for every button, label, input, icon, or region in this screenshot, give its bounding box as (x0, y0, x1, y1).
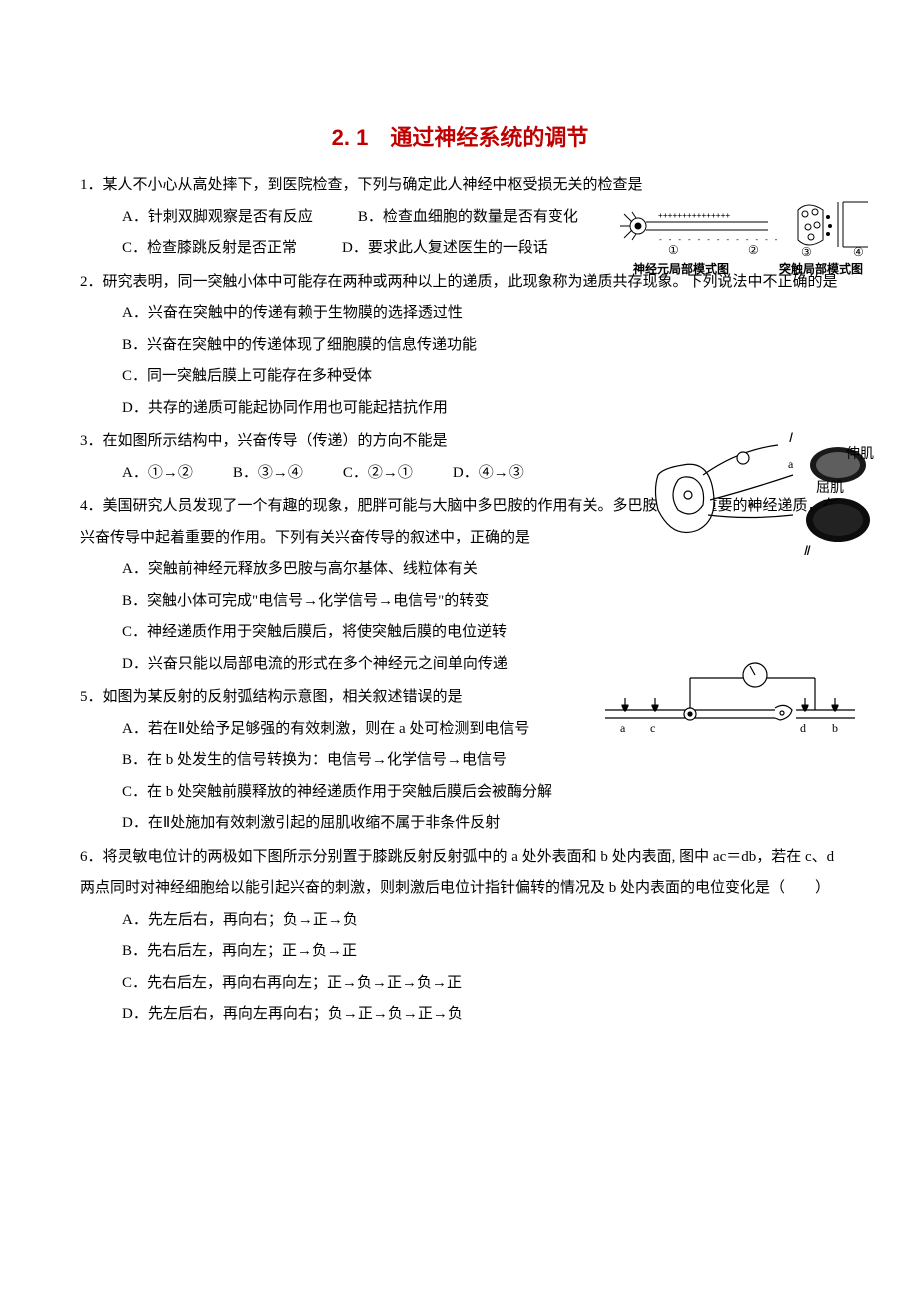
q3-stem-text: 在如图所示结构中，兴奋传导（传递）的方向不能是 (103, 433, 448, 449)
q2-opt-c: C．同一突触后膜上可能存在多种受体 (122, 361, 840, 393)
question-6: 6．将灵敏电位计的两极如下图所示分别置于膝跳反射反射弧中的 a 处外表面和 b … (80, 842, 840, 1031)
q6-opt-d: D．先左后右，再向左再向右；负→正→负→正→负 (122, 999, 840, 1031)
svg-text:③: ③ (801, 245, 812, 259)
q2-opt-b: B．兴奋在突触中的传递体现了细胞膜的信息传递功能 (122, 330, 840, 362)
svg-text:a: a (788, 457, 794, 471)
q5-stem-text: 如图为某反射的反射弧结构示意图，相关叙述错误的是 (103, 689, 463, 705)
svg-text:④: ④ (853, 245, 864, 259)
q4-opt-c: C．神经递质作用于突触后膜后，将使突触后膜的电位逆转 (122, 617, 840, 649)
svg-text:b: b (832, 721, 838, 735)
fig2-quji: 屈肌 (816, 481, 844, 496)
svg-text:a: a (620, 721, 626, 735)
q3-opt-d: D．④→③ (453, 458, 524, 490)
fig2-shenji: 伸肌 (846, 446, 874, 462)
svg-text:d: d (800, 721, 806, 735)
question-2: 2．研究表明，同一突触小体中可能存在两种或两种以上的递质，此现象称为递质共存现象… (80, 267, 840, 425)
svg-text:Ⅱ: Ⅱ (803, 543, 811, 558)
q5-opt-d: D．在Ⅱ处施加有效刺激引起的屈肌收缩不属于非条件反射 (122, 808, 840, 840)
figure-neuron-synapse: +++++++++++++++ - - - - - - - - - - - - … (618, 192, 878, 277)
q5-opt-c: C．在 b 处突触前膜释放的神经递质作用于突触后膜后会被酶分解 (122, 777, 840, 809)
fig1-label-neuron: 神经元局部模式图 (633, 260, 729, 277)
svg-text:①: ① (668, 243, 679, 257)
figure-reflex-arc: Ⅰ a b Ⅱ 伸肌 屈肌 (648, 420, 878, 565)
svg-text:c: c (650, 721, 655, 735)
q3-opt-c: C．②→① (343, 458, 413, 490)
q6-stem-text: 将灵敏电位计的两极如下图所示分别置于膝跳反射反射弧中的 a 处外表面和 b 处内… (80, 849, 834, 897)
svg-text:Ⅰ: Ⅰ (788, 430, 793, 445)
figure-galvanometer: a c d b (600, 660, 860, 740)
q2-opt-a: A．兴奋在突触中的传递有赖于生物膜的选择透过性 (122, 298, 840, 330)
q3-opt-b: B．③→④ (233, 458, 303, 490)
q5-opt-b: B．在 b 处发生的信号转换为：电信号→化学信号→电信号 (122, 745, 840, 777)
svg-text:b: b (748, 497, 754, 511)
q3-opt-a: A．①→② (122, 458, 193, 490)
q6-stem: 6．将灵敏电位计的两极如下图所示分别置于膝跳反射反射弧中的 a 处外表面和 b … (80, 842, 840, 905)
svg-text:+++++++++++++++: +++++++++++++++ (658, 211, 730, 220)
q4-opt-b: B．突触小体可完成"电信号→化学信号→电信号"的转变 (122, 586, 840, 618)
q6-opt-b: B．先右后左，再向左；正→负→正 (122, 936, 840, 968)
q6-opt-c: C．先右后左，再向右再向左；正→负→正→负→正 (122, 968, 840, 1000)
svg-text:②: ② (748, 243, 759, 257)
fig1-label-synapse: 突触局部模式图 (779, 260, 863, 277)
page-title: 2. 1 通过神经系统的调节 (80, 120, 840, 152)
q1-stem-text: 某人不小心从高处摔下，到医院检查，下列与确定此人神经中枢受损无关的检查是 (103, 177, 643, 193)
q6-opt-a: A．先左后右，再向右；负→正→负 (122, 905, 840, 937)
